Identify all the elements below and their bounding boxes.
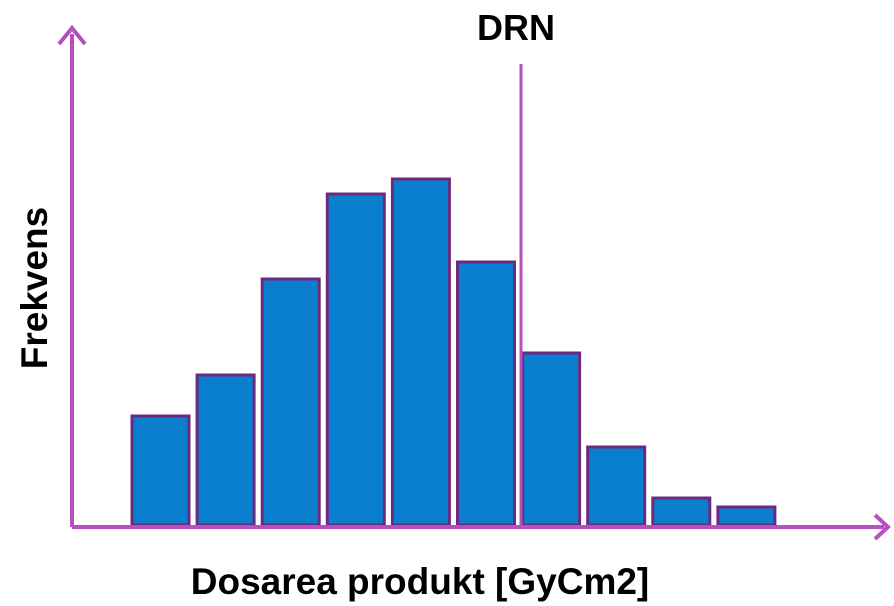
- histogram-bar-10: [716, 505, 777, 527]
- y-axis-title: Frekvens: [14, 207, 55, 370]
- histogram-bar-5: [390, 177, 451, 527]
- histogram-bar-4: [325, 192, 386, 527]
- histogram-bar-3: [260, 277, 321, 527]
- drn-label: DRN: [477, 7, 555, 48]
- x-axis-arrowhead: [873, 513, 891, 541]
- histogram-bar-2: [195, 373, 256, 527]
- histogram-bar-8: [586, 445, 647, 527]
- histogram-bar-6: [456, 260, 516, 527]
- x-axis-title: Dosarea produkt [GyCm2]: [191, 561, 650, 602]
- axes-group: [57, 24, 891, 541]
- bars-group: [130, 177, 777, 527]
- y-axis-arrowhead: [57, 24, 87, 46]
- histogram-bar-1: [130, 414, 191, 527]
- reference-line-group: DRN: [477, 7, 555, 527]
- histogram-bar-7: [521, 351, 582, 527]
- histogram-bar-9: [651, 496, 712, 527]
